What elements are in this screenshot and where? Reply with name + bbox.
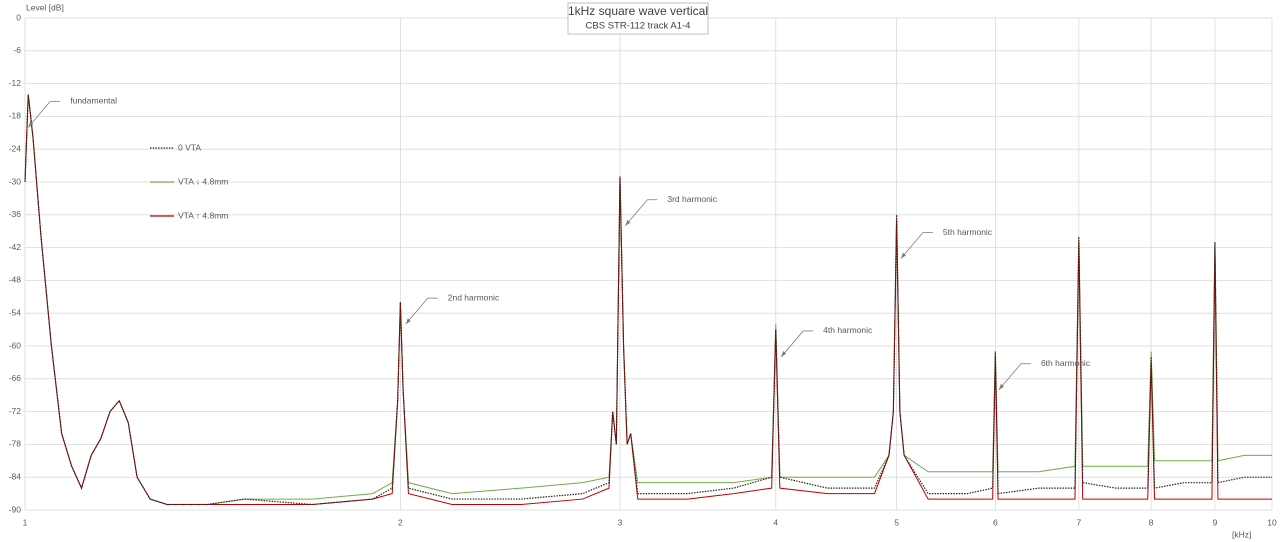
legend-label: VTA ↑ 4.8mm bbox=[178, 210, 228, 220]
x-tick-label: 2 bbox=[398, 517, 403, 527]
y-tick-label: -12 bbox=[9, 78, 22, 88]
y-tick-label: -54 bbox=[9, 307, 22, 317]
legend-label: VTA ↓ 4.8mm bbox=[178, 176, 228, 186]
x-tick-label: 5 bbox=[894, 517, 899, 527]
y-tick-label: 0 bbox=[16, 12, 21, 22]
y-tick-label: -18 bbox=[9, 111, 22, 121]
annotation-arrow bbox=[27, 101, 51, 128]
y-tick-label: -48 bbox=[9, 275, 22, 285]
x-tick-label: 10 bbox=[1267, 517, 1277, 527]
y-tick-label: -84 bbox=[9, 471, 22, 481]
annotation-text: 4th harmonic bbox=[823, 325, 873, 335]
y-tick-label: -66 bbox=[9, 373, 22, 383]
legend-label: 0 VTA bbox=[178, 142, 201, 152]
annotation-arrowhead bbox=[900, 252, 906, 259]
annotation-arrowhead bbox=[781, 350, 787, 357]
annotation-arrowhead bbox=[998, 383, 1004, 390]
x-axis-label: [kHz] bbox=[1232, 529, 1251, 539]
series-line bbox=[24, 94, 1272, 506]
annotation-arrow bbox=[900, 232, 924, 259]
y-tick-label: -78 bbox=[9, 439, 22, 449]
y-tick-label: -42 bbox=[9, 242, 22, 252]
annotation-arrow bbox=[625, 199, 648, 226]
x-tick-label: 1 bbox=[23, 517, 28, 527]
x-tick-label: 7 bbox=[1076, 517, 1081, 527]
x-tick-label: 6 bbox=[993, 517, 998, 527]
chart-title: 1kHz square wave vertical bbox=[568, 4, 708, 18]
annotation-arrowhead bbox=[28, 121, 34, 128]
annotation-arrow bbox=[998, 363, 1022, 390]
title-box bbox=[567, 2, 709, 35]
y-tick-label: -24 bbox=[9, 143, 22, 153]
x-tick-label: 8 bbox=[1149, 517, 1154, 527]
annotation-text: fundamental bbox=[70, 96, 117, 106]
y-tick-label: -90 bbox=[9, 504, 22, 514]
annotation-text: 6th harmonic bbox=[1041, 358, 1091, 368]
series-line bbox=[24, 94, 1272, 506]
y-tick-label: -36 bbox=[9, 209, 22, 219]
chart-subtitle: CBS STR-112 track A1-4 bbox=[586, 21, 691, 32]
annotation-arrowhead bbox=[405, 318, 411, 325]
x-tick-label: 4 bbox=[773, 517, 778, 527]
y-tick-label: -6 bbox=[13, 45, 21, 55]
y-tick-label: -72 bbox=[9, 406, 22, 416]
annotation-arrowhead bbox=[625, 219, 631, 226]
y-axis-label: Level [dB] bbox=[26, 2, 64, 12]
annotation-text: 3rd harmonic bbox=[667, 194, 717, 204]
y-tick-label: -60 bbox=[9, 340, 22, 350]
annotation-text: 5th harmonic bbox=[943, 227, 993, 237]
x-tick-label: 9 bbox=[1213, 517, 1218, 527]
series-line bbox=[24, 94, 1272, 506]
y-tick-label: -30 bbox=[9, 176, 22, 186]
x-tick-label: 3 bbox=[618, 517, 623, 527]
annotation-text: 2nd harmonic bbox=[448, 292, 500, 302]
